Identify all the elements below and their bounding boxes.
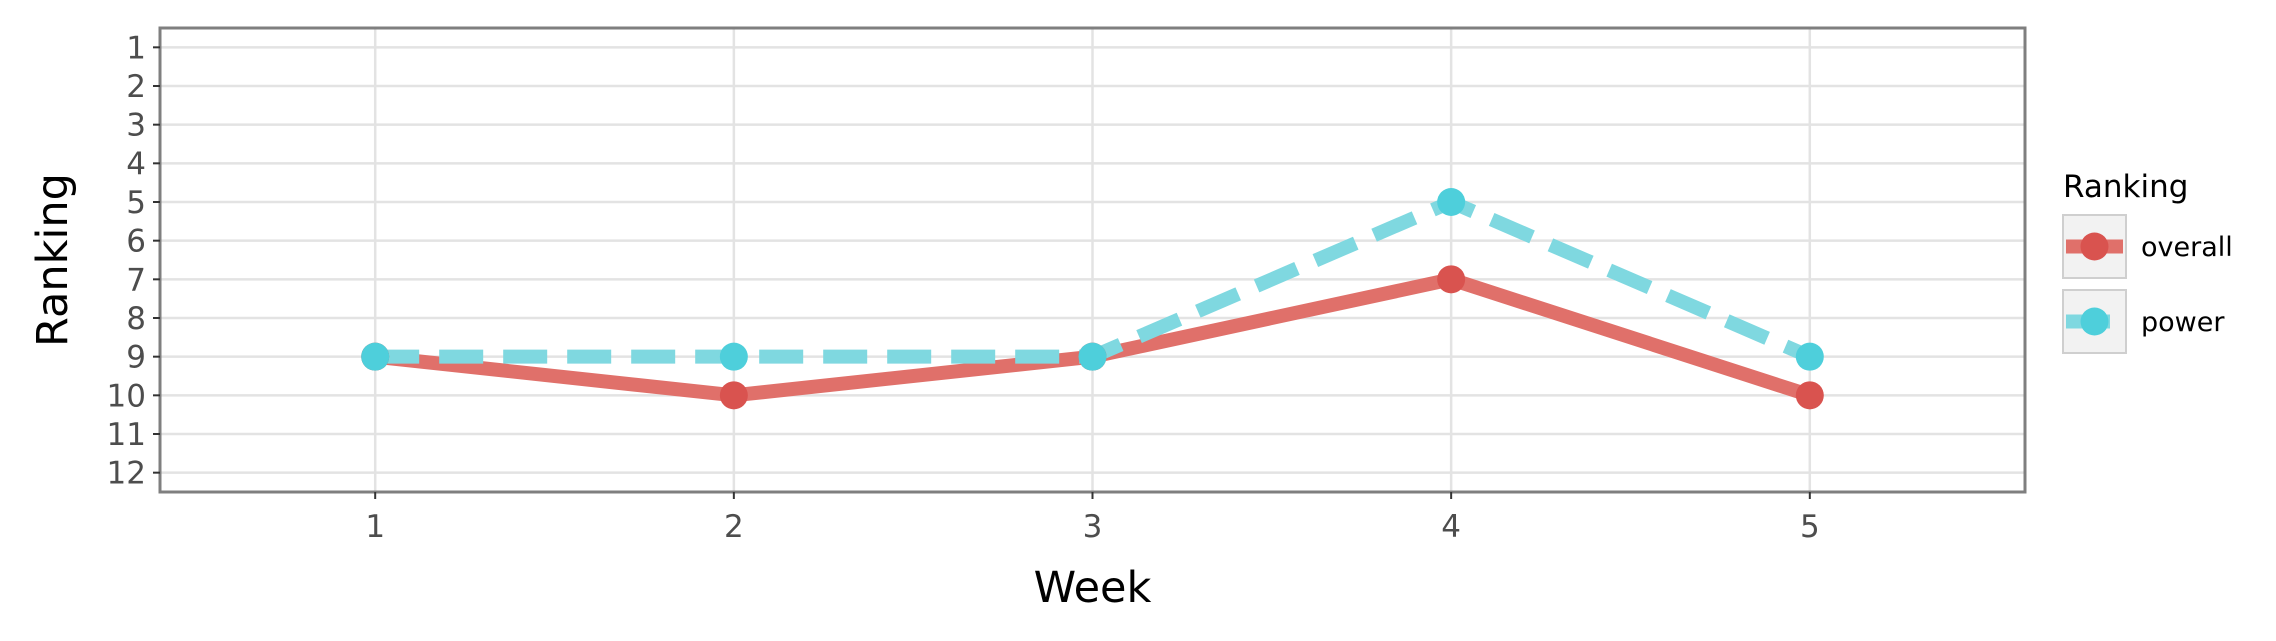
legend-label-overall: overall (2141, 232, 2233, 263)
legend-point-power (2080, 307, 2109, 336)
grid-lines (160, 28, 2025, 492)
y-tick-label: 7 (126, 262, 146, 298)
y-tick-label: 10 (107, 378, 146, 414)
y-tick-label: 12 (107, 456, 146, 492)
data-point-power (1437, 188, 1466, 216)
data-point-power (361, 342, 390, 371)
y-tick-label: 9 (126, 340, 146, 376)
y-axis-title: Ranking (28, 173, 78, 347)
series-points (361, 188, 1824, 410)
y-tick-label: 5 (126, 185, 146, 221)
legend: Ranking overall power (2062, 169, 2233, 354)
x-axis-title: Week (1034, 563, 1152, 613)
y-tick-label: 1 (126, 30, 146, 66)
y-tick-label: 6 (126, 224, 146, 260)
y-tick-label: 3 (126, 108, 146, 144)
data-point-overall (719, 381, 748, 410)
x-axis: 1 2 3 4 5 (365, 492, 1820, 545)
y-tick-label: 8 (126, 301, 146, 337)
x-tick-label: 3 (1083, 509, 1103, 545)
x-tick-label: 2 (724, 509, 744, 545)
legend-label-power: power (2141, 307, 2225, 338)
data-point-overall (1795, 381, 1824, 410)
x-tick-label: 4 (1441, 509, 1461, 545)
legend-point-overall (2080, 232, 2109, 261)
x-tick-label: 1 (365, 509, 385, 545)
y-tick-label: 11 (107, 417, 146, 453)
y-tick-label: 2 (126, 69, 146, 105)
data-point-power (1078, 342, 1107, 371)
legend-title: Ranking (2063, 169, 2188, 205)
data-point-overall (1437, 265, 1466, 294)
x-tick-label: 5 (1800, 509, 1820, 545)
data-point-power (719, 342, 748, 371)
data-point-power (1795, 342, 1824, 371)
y-tick-label: 4 (126, 146, 146, 182)
